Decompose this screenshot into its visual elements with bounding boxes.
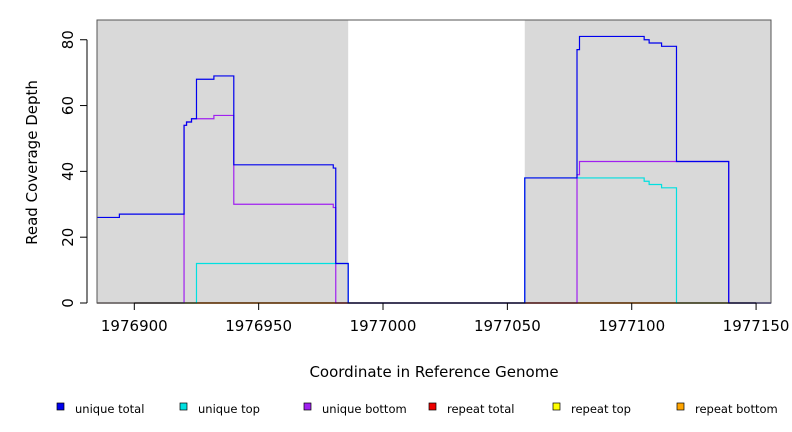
- series-unique-total: [97, 35, 771, 304]
- x-tick-label: 1977150: [723, 317, 790, 335]
- x-tick-label: 1977000: [350, 317, 417, 335]
- legend-swatch: [179, 402, 188, 411]
- legend-swatch: [676, 402, 685, 411]
- shaded-region-1: [97, 20, 349, 303]
- legend-swatch: [428, 402, 437, 411]
- y-tick-label: 60: [59, 96, 77, 115]
- y-tick-label: 20: [59, 228, 77, 247]
- y-axis: 0 20 40 60 80: [59, 30, 88, 308]
- legend-label: repeat top: [571, 402, 631, 416]
- x-tick-label: 1977100: [598, 317, 665, 335]
- legend-label: unique top: [198, 402, 260, 416]
- legend: unique total unique top unique bottom repea…: [56, 402, 778, 416]
- legend-swatch: [56, 402, 65, 411]
- y-tick-label: 80: [59, 30, 77, 49]
- x-tick-label: 1976900: [101, 317, 168, 335]
- y-tick-label: 0: [59, 298, 77, 308]
- x-axis-title: Coordinate in Reference Genome: [309, 363, 558, 381]
- legend-swatch: [552, 402, 561, 411]
- legend-label: unique bottom: [322, 402, 407, 416]
- legend-swatch: [303, 402, 312, 411]
- legend-label: unique total: [75, 402, 144, 416]
- x-tick-label: 1976950: [225, 317, 292, 335]
- y-axis-title: Read Coverage Depth: [23, 80, 41, 245]
- y-tick-label: 40: [59, 162, 77, 181]
- legend-label: repeat bottom: [695, 402, 778, 416]
- x-tick-label: 1977050: [474, 317, 541, 335]
- legend-label: repeat total: [447, 402, 514, 416]
- x-axis: 1976900 1976950 1977000 1977050 1977100 19771…: [101, 302, 790, 335]
